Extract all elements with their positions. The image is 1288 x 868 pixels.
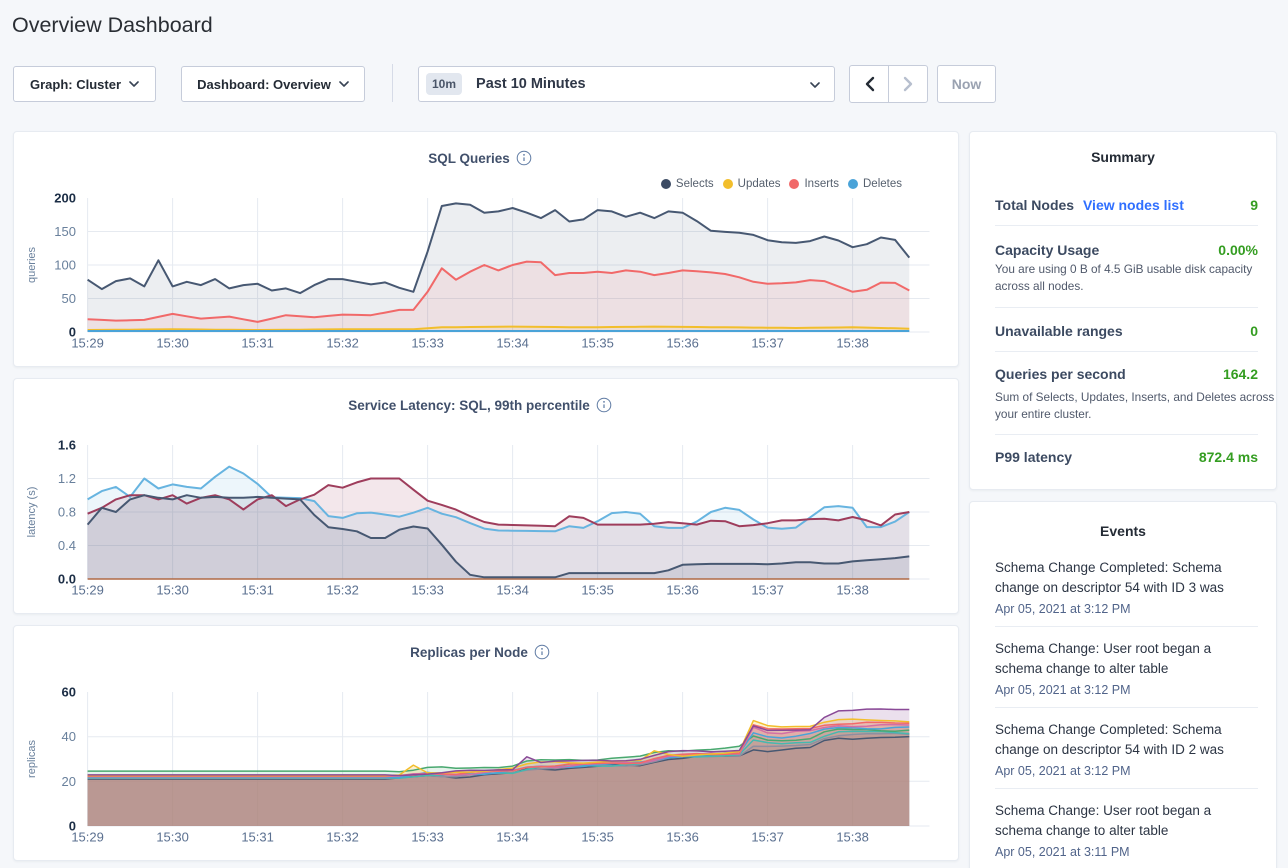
svg-text:0: 0 [69, 325, 76, 340]
svg-text:0: 0 [69, 819, 76, 834]
svg-text:0.4: 0.4 [58, 538, 76, 553]
svg-text:15:37: 15:37 [751, 336, 784, 351]
svg-text:15:31: 15:31 [241, 583, 274, 598]
svg-text:15:30: 15:30 [156, 336, 189, 351]
svg-text:queries: queries [26, 246, 38, 283]
svg-text:150: 150 [54, 224, 76, 239]
svg-text:15:36: 15:36 [666, 583, 699, 598]
svg-text:15:36: 15:36 [666, 830, 699, 845]
svg-text:15:35: 15:35 [581, 830, 614, 845]
svg-text:15:32: 15:32 [326, 336, 359, 351]
svg-text:15:33: 15:33 [411, 336, 444, 351]
svg-text:15:34: 15:34 [496, 830, 529, 845]
svg-text:latency (s): latency (s) [26, 487, 38, 538]
svg-text:15:29: 15:29 [71, 830, 104, 845]
svg-text:0.0: 0.0 [58, 572, 76, 587]
svg-text:15:29: 15:29 [71, 336, 104, 351]
svg-text:20: 20 [62, 774, 76, 789]
svg-text:15:30: 15:30 [156, 830, 189, 845]
svg-text:15:34: 15:34 [496, 583, 529, 598]
svg-text:replicas: replicas [26, 740, 38, 778]
svg-text:1.6: 1.6 [58, 438, 76, 453]
svg-text:15:30: 15:30 [156, 583, 189, 598]
svg-text:15:32: 15:32 [326, 583, 359, 598]
svg-text:60: 60 [62, 685, 76, 700]
svg-text:15:35: 15:35 [581, 336, 614, 351]
svg-text:15:38: 15:38 [836, 336, 869, 351]
svg-text:1.2: 1.2 [58, 471, 76, 486]
svg-text:100: 100 [54, 258, 76, 273]
svg-text:15:35: 15:35 [581, 583, 614, 598]
svg-text:0.8: 0.8 [58, 505, 76, 520]
svg-text:15:31: 15:31 [241, 830, 274, 845]
svg-text:50: 50 [62, 291, 76, 306]
svg-text:15:31: 15:31 [241, 336, 274, 351]
svg-text:15:36: 15:36 [666, 336, 699, 351]
svg-text:15:29: 15:29 [71, 583, 104, 598]
svg-text:40: 40 [62, 729, 76, 744]
svg-text:15:38: 15:38 [836, 830, 869, 845]
svg-text:15:37: 15:37 [751, 830, 784, 845]
svg-text:15:37: 15:37 [751, 583, 784, 598]
svg-text:15:32: 15:32 [326, 830, 359, 845]
svg-text:15:33: 15:33 [411, 583, 444, 598]
svg-text:15:38: 15:38 [836, 583, 869, 598]
svg-text:200: 200 [54, 191, 76, 206]
svg-text:15:34: 15:34 [496, 336, 529, 351]
svg-text:15:33: 15:33 [411, 830, 444, 845]
